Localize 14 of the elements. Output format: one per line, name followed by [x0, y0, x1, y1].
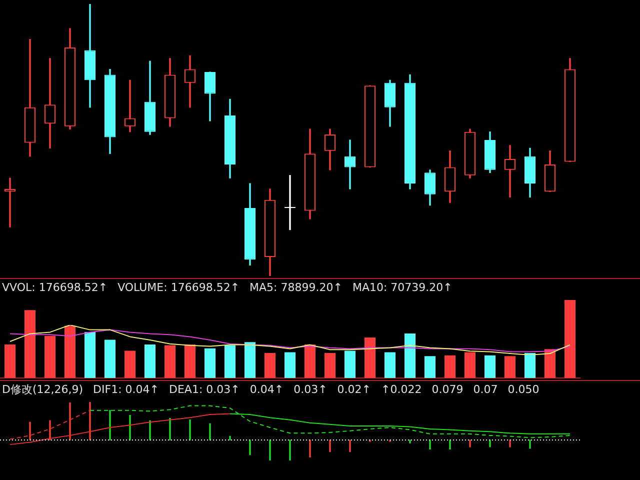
text: 0.02↑	[337, 383, 372, 396]
text: ↑0.022	[381, 383, 422, 396]
text: VVOL: 176698.52↑	[2, 281, 108, 294]
text: DEA1: 0.03↑	[169, 383, 240, 396]
text: DIF1: 0.04↑	[93, 383, 159, 396]
text: MA5: 78899.20↑	[250, 281, 342, 294]
text: MA10: 70739.20↑	[352, 281, 452, 294]
chart-title: D修改(12,26,9)	[2, 382, 84, 397]
text: 0.079	[432, 383, 464, 396]
text: 0.03↑	[294, 383, 328, 396]
text: VOLUME: 176698.52↑	[118, 281, 240, 294]
text: 0.07	[473, 383, 498, 396]
text: 0.050	[508, 383, 540, 396]
text: 0.04↑	[250, 383, 284, 396]
